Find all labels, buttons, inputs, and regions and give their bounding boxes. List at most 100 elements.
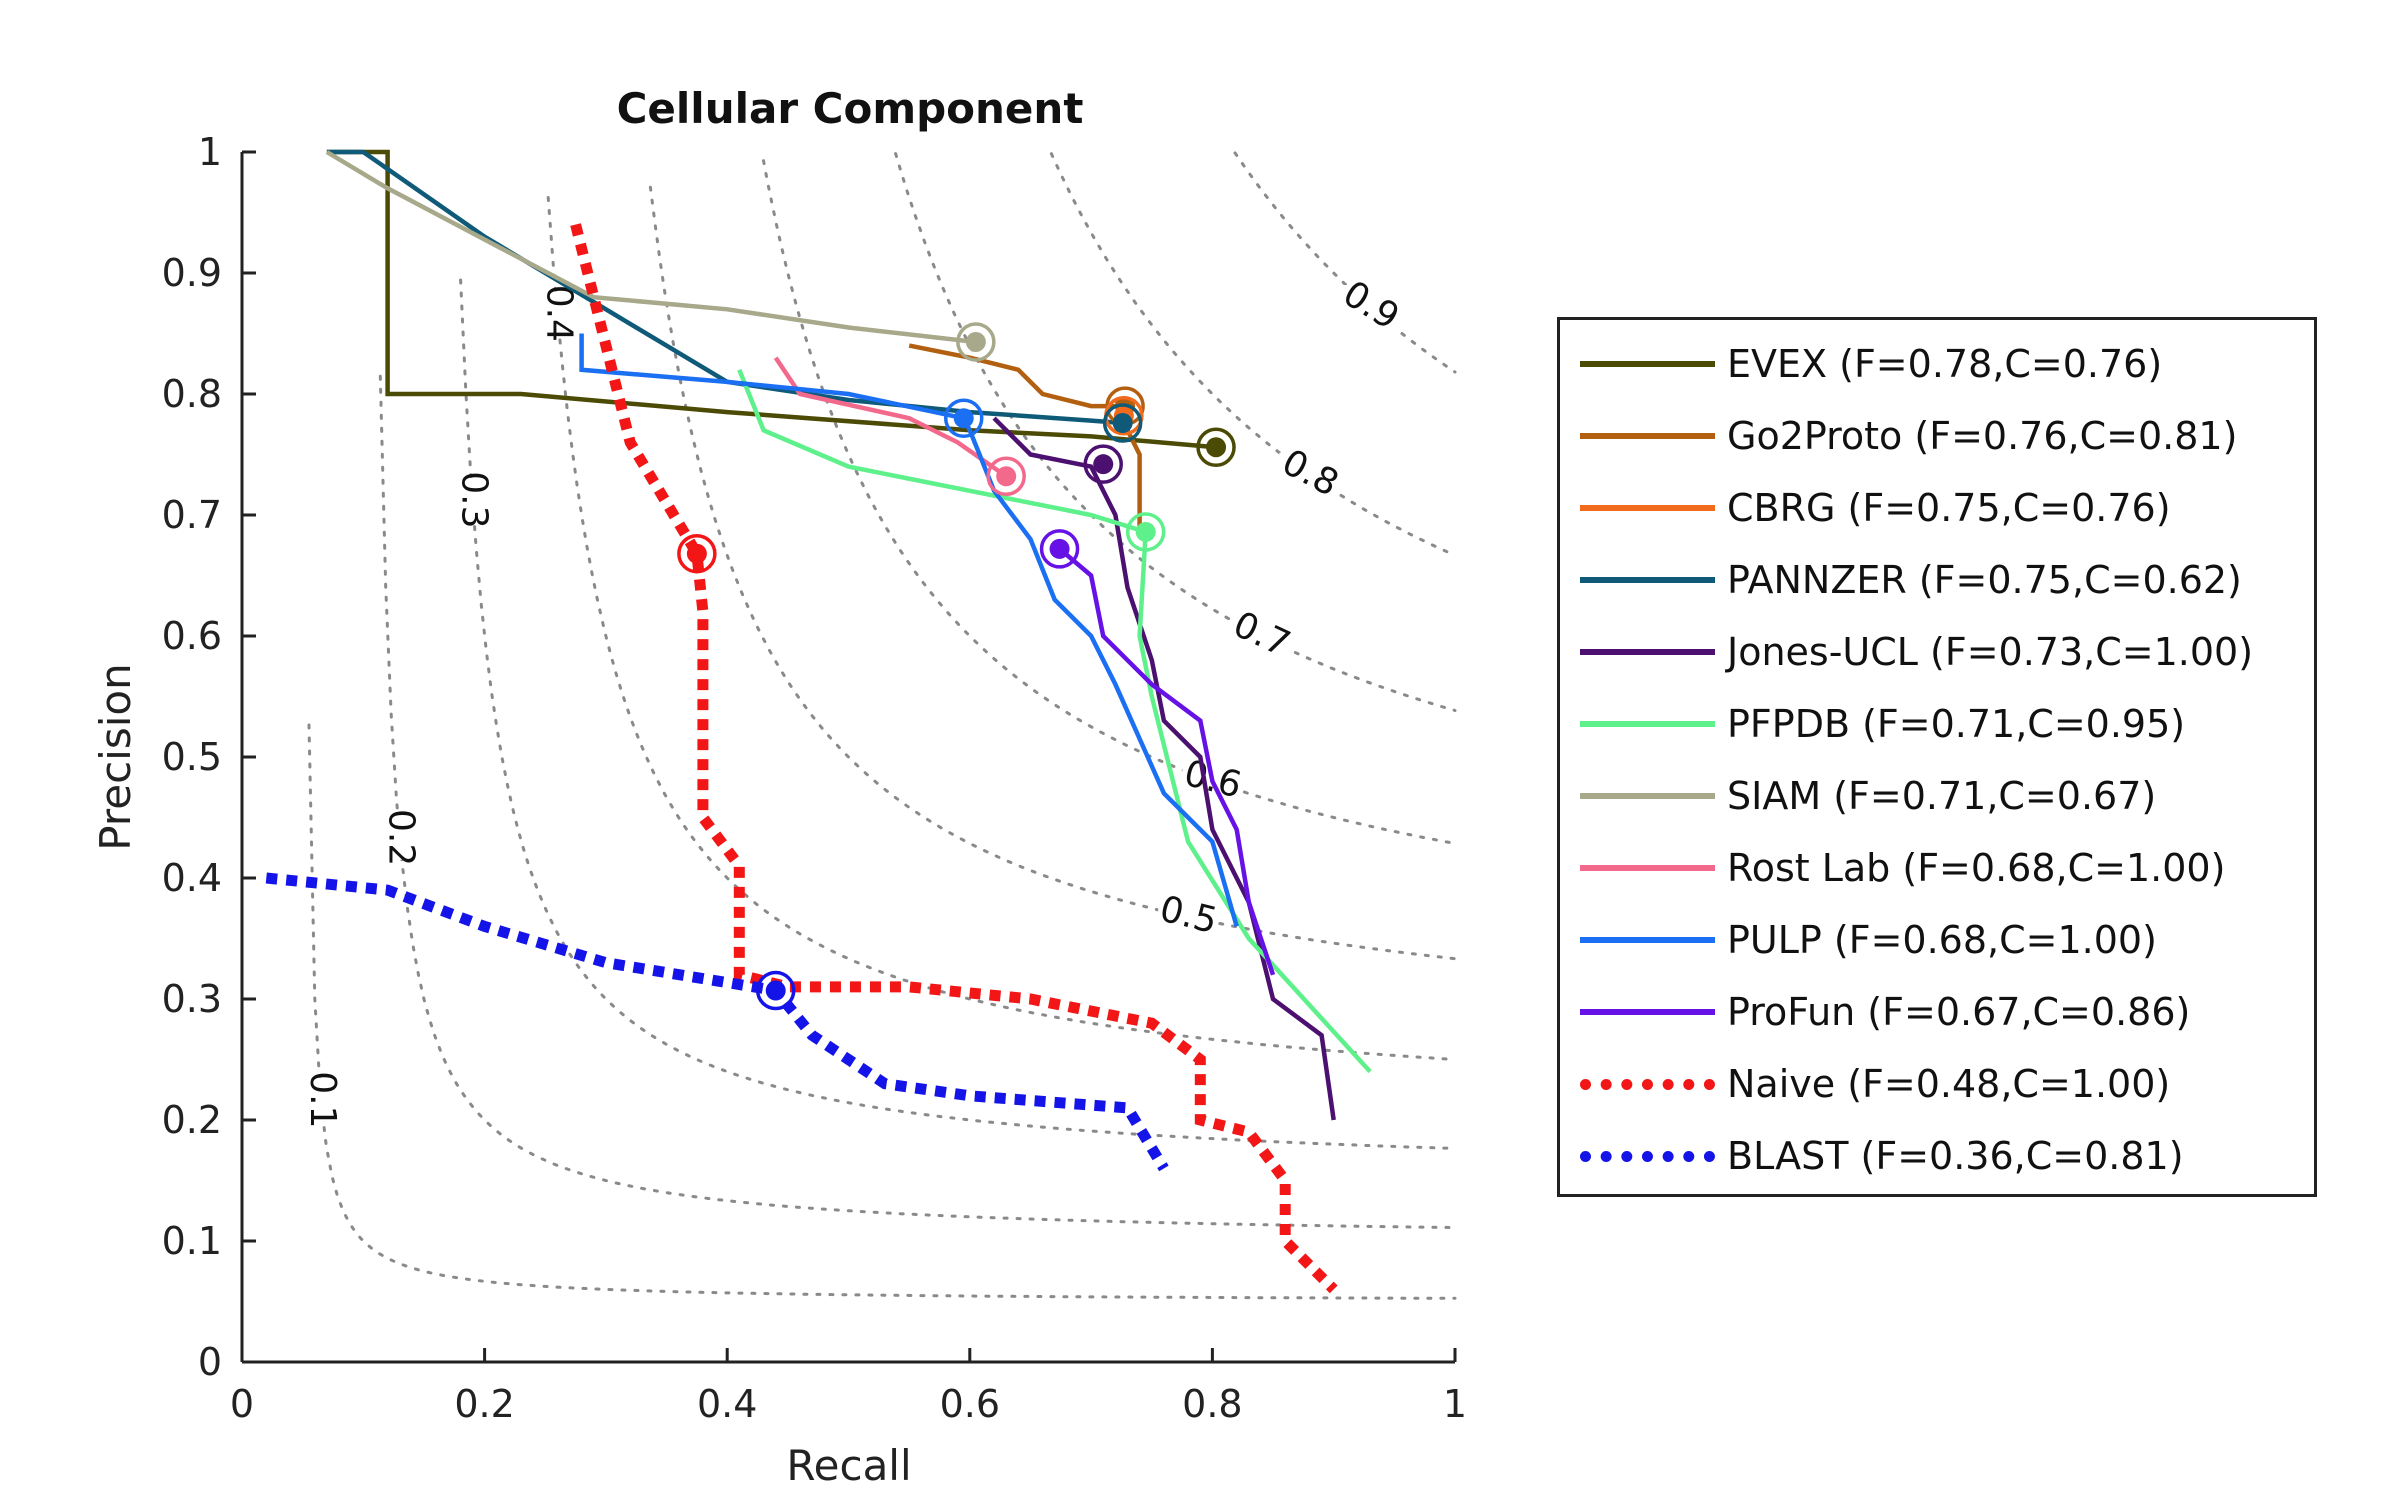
legend-swatch [1580,361,1715,367]
legend-label: Naive (F=0.48,C=1.00) [1727,1062,2171,1106]
legend-label: Go2Proto (F=0.76,C=0.81) [1727,414,2238,458]
legend-swatch [1580,1078,1715,1090]
series-marker-ring-6 [956,322,996,362]
legend-item: PULP (F=0.68,C=1.00) [1580,918,2157,962]
iso-f-label-bg [527,291,588,336]
legend-label: BLAST (F=0.36,C=0.81) [1727,1134,2184,1178]
x-tick-label: 0.4 [697,1382,757,1426]
y-tick-label: 0.2 [162,1098,222,1142]
iso-f-label-bg [1340,285,1401,330]
series-line-9 [1058,547,1276,976]
iso-f-label-bg [290,1077,351,1122]
y-tick-label: 0.1 [162,1219,222,1263]
series-line-10 [570,223,1338,1294]
legend-item: Naive (F=0.48,C=1.00) [1580,1062,2171,1106]
axes: 0 0.2 0.4 0.6 0.8 1 0 0.1 0.2 0.3 0.4 0.5 0.6 0.7 0.8 0… [162,130,1468,1426]
series-marker-dot-10 [686,543,707,564]
series-marker-ring-11 [755,970,796,1011]
series-line-7 [773,356,1008,479]
x-tick-label: 1 [1443,1382,1467,1426]
y-tick-label: 0.6 [162,614,222,658]
legend-swatch [1580,433,1715,439]
x-tick-label: 0.6 [940,1382,1000,1426]
iso-f-label-0.4: 0.4 [538,285,579,342]
series-marker-dot-8 [953,408,974,429]
y-tick-label: 0.7 [162,493,222,537]
series-line-6 [325,150,977,345]
y-tick-label: 0.8 [162,372,222,416]
x-tick-label: 0.2 [454,1382,514,1426]
y-tick-label: 0.4 [162,856,222,900]
iso-f-label-bg [442,477,503,522]
legend-swatch [1580,1009,1715,1015]
legend: EVEX (F=0.78,C=0.76) Go2Proto (F=0.76,C=0… [1557,317,2317,1197]
legend-item: Jones-UCL (F=0.73,C=1.00) [1580,630,2254,674]
legend-swatch [1580,1150,1715,1162]
legend-label: SIAM (F=0.71,C=0.67) [1727,774,2157,818]
legend-item: Go2Proto (F=0.76,C=0.81) [1580,414,2238,458]
y-axis-label: Precision [91,663,140,850]
series-marker-ring-5 [1125,512,1166,552]
y-tick-label: 0.5 [162,735,222,779]
legend-item: BLAST (F=0.36,C=0.81) [1580,1134,2184,1178]
legend-item: CBRG (F=0.75,C=0.76) [1580,486,2171,530]
series-line-8 [579,333,1239,928]
series-marker-dot-0 [1206,437,1227,458]
legend-label: EVEX (F=0.78,C=0.76) [1727,342,2163,386]
series-marker-dot-5 [1135,521,1156,542]
series-marker-dot-3 [1112,413,1133,434]
legend-swatch [1580,865,1715,871]
x-axis-label: Recall [786,1441,911,1490]
series-marker-dot-4 [1093,454,1114,475]
chart-title: Cellular Component [617,84,1084,133]
series-marker-dot-7 [996,466,1017,487]
legend-item: Rost Lab (F=0.68,C=1.00) [1580,846,2226,890]
series-marker-dot-9 [1049,538,1070,559]
legend-label: Jones-UCL (F=0.73,C=1.00) [1727,630,2254,674]
iso-f-label-bg [1279,452,1340,497]
legend-swatch [1580,505,1715,511]
legend-item: SIAM (F=0.71,C=0.67) [1580,774,2157,818]
legend-item: PFPDB (F=0.71,C=0.95) [1580,702,2186,746]
iso-f-curve-0.7 [894,152,1457,712]
legend-swatch [1580,793,1715,799]
legend-label: ProFun (F=0.67,C=0.86) [1727,990,2191,1034]
y-tick-label: 1 [198,130,222,174]
series-marker-dot-6 [965,331,986,352]
iso-f-label-bg [1158,894,1219,939]
iso-f-curve-0.2 [378,374,1457,1230]
legend-swatch [1580,577,1715,583]
legend-item: EVEX (F=0.78,C=0.76) [1580,342,2163,386]
series-line-4 [992,416,1336,1121]
series-marker-ring-0 [1196,427,1236,467]
iso-f-curve-0.5 [648,185,1457,961]
iso-f-label-bg [1230,614,1291,658]
series-marker-ring-7 [986,456,1026,497]
series-line-1 [908,343,1142,528]
iso-f-curve-0.1 [307,723,1457,1300]
iso-f-curve-0.8 [1049,152,1457,557]
iso-f-label-0.1: 0.1 [302,1071,343,1128]
series-line-5 [737,368,1372,1074]
legend-item: PANNZER (F=0.75,C=0.62) [1580,558,2242,602]
iso-f-curve-0.9 [1233,151,1457,374]
iso-f-curves: 0.10.20.30.40.50.60.70.80.9 [290,151,1457,1300]
y-tick-label: 0.3 [162,977,222,1021]
y-tick-label: 0 [198,1340,222,1384]
iso-f-label-0.2: 0.2 [381,809,422,866]
legend-label: Rost Lab (F=0.68,C=1.00) [1727,846,2226,890]
series-marker-ring-8 [943,398,984,438]
iso-f-label-bg [369,815,430,860]
series-marker-ring-10 [677,533,717,574]
iso-f-label-0.3: 0.3 [453,471,494,528]
series-marker-ring-9 [1039,529,1080,569]
legend-label: PANNZER (F=0.75,C=0.62) [1727,558,2242,602]
legend-swatch [1580,937,1715,943]
legend-swatch [1580,721,1715,727]
iso-f-curve-0.3 [459,278,1457,1150]
legend-label: PFPDB (F=0.71,C=0.95) [1727,702,2186,746]
series-marker-dot-11 [765,980,786,1001]
x-tick-label: 0 [230,1382,254,1426]
x-tick-label: 0.8 [1182,1382,1242,1426]
